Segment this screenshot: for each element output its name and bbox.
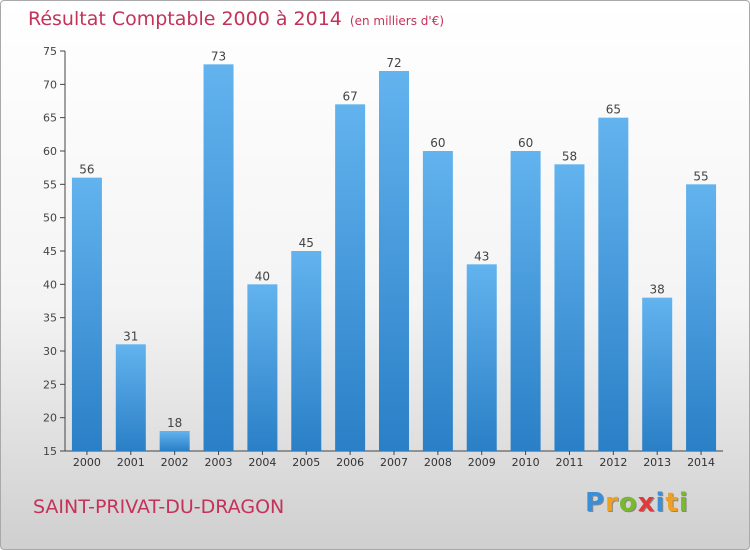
data-label-2001: 31 xyxy=(123,329,138,343)
x-tick-label: 2007 xyxy=(380,456,408,469)
data-label-2009: 43 xyxy=(474,249,489,263)
y-tick-label: 45 xyxy=(43,245,57,258)
data-label-2011: 58 xyxy=(562,149,577,163)
y-tick-label: 20 xyxy=(43,412,57,425)
logo-letter: i xyxy=(655,488,666,518)
bar-2001 xyxy=(115,344,146,451)
logo-letter: P xyxy=(585,488,606,518)
data-label-2004: 40 xyxy=(255,269,270,283)
data-label-2000: 56 xyxy=(79,163,94,177)
y-tick-label: 70 xyxy=(43,78,57,91)
x-tick-label: 2013 xyxy=(643,456,671,469)
y-tick-label: 15 xyxy=(43,445,57,458)
data-label-2013: 38 xyxy=(650,283,665,297)
data-label-2012: 65 xyxy=(606,103,621,117)
logo-letter: o xyxy=(618,488,638,518)
data-label-2014: 55 xyxy=(693,169,708,183)
data-label-2006: 67 xyxy=(342,89,357,103)
x-tick-label: 2011 xyxy=(555,456,583,469)
data-label-2007: 72 xyxy=(386,56,401,70)
x-tick-label: 2012 xyxy=(599,456,627,469)
x-tick-label: 2006 xyxy=(336,456,364,469)
data-label-2005: 45 xyxy=(299,236,314,250)
y-tick-label: 55 xyxy=(43,178,57,191)
x-tick-label: 2004 xyxy=(248,456,276,469)
bar-2008 xyxy=(422,151,453,451)
bar-2006 xyxy=(335,104,366,451)
x-tick-label: 2014 xyxy=(687,456,715,469)
x-tick-label: 2009 xyxy=(468,456,496,469)
proxiti-logo: Proxiti xyxy=(585,488,689,518)
logo-letter: i xyxy=(678,488,689,518)
chart-title: Résultat Comptable 2000 à 2014 (en millie… xyxy=(28,8,444,30)
data-label-2003: 73 xyxy=(211,49,226,63)
town-name: SAINT-PRIVAT-DU-DRAGON xyxy=(33,496,285,518)
bar-2002 xyxy=(159,431,190,451)
x-tick-label: 2001 xyxy=(117,456,145,469)
data-label-2008: 60 xyxy=(430,136,445,150)
bar-2014 xyxy=(686,184,717,452)
y-tick-label: 35 xyxy=(43,312,57,325)
x-tick-label: 2002 xyxy=(161,456,189,469)
y-tick-label: 25 xyxy=(43,378,57,391)
y-tick-label: 60 xyxy=(43,145,57,158)
data-label-2002: 18 xyxy=(167,416,182,430)
y-tick-label: 50 xyxy=(43,212,57,225)
x-tick-label: 2008 xyxy=(424,456,452,469)
bar-2000 xyxy=(71,177,102,451)
bar-2003 xyxy=(203,64,234,452)
chart-subtitle: (en milliers d'€) xyxy=(349,14,445,28)
y-tick-label: 30 xyxy=(43,345,57,358)
x-tick-label: 2005 xyxy=(292,456,320,469)
x-tick-label: 2003 xyxy=(205,456,233,469)
bar-2010 xyxy=(510,151,541,451)
logo-letter: x xyxy=(637,488,656,518)
bar-2013 xyxy=(642,297,673,451)
bar-2005 xyxy=(291,251,322,451)
y-tick-label: 40 xyxy=(43,278,57,291)
bar-2004 xyxy=(247,284,278,451)
bar-2011 xyxy=(554,164,585,452)
x-tick-label: 2010 xyxy=(512,456,540,469)
y-tick-label: 65 xyxy=(43,112,57,125)
logo-letter: t xyxy=(665,488,679,518)
bar-2012 xyxy=(598,117,629,452)
chart-title-text: Résultat Comptable 2000 à 2014 xyxy=(28,8,342,30)
bar-2009 xyxy=(466,264,497,451)
data-label-2010: 60 xyxy=(518,136,533,150)
logo-letter: r xyxy=(605,488,619,518)
y-tick-label: 75 xyxy=(43,45,57,58)
bar-2007 xyxy=(379,71,409,451)
x-tick-label: 2000 xyxy=(73,456,101,469)
